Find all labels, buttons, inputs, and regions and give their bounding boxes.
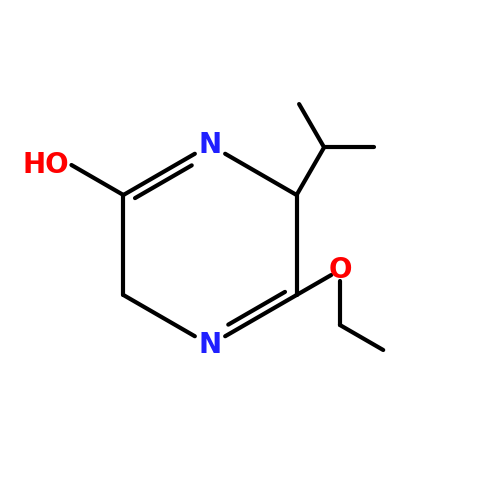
Text: HO: HO: [22, 151, 69, 179]
Text: N: N: [198, 331, 222, 359]
Text: O: O: [328, 256, 351, 284]
Text: N: N: [198, 131, 222, 159]
